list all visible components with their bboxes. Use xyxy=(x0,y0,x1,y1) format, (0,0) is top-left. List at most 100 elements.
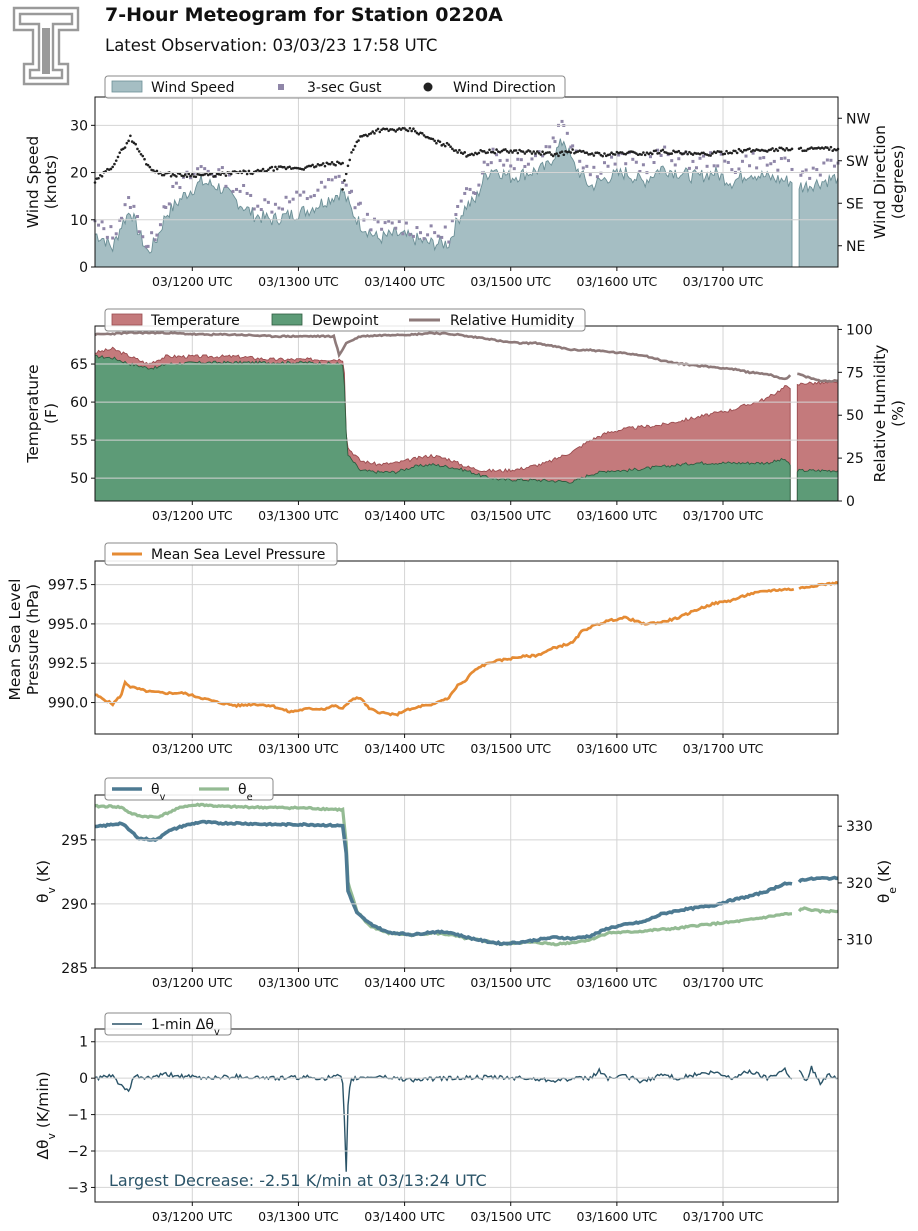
wind-direction-point xyxy=(113,162,116,166)
gust-point xyxy=(252,207,256,211)
gust-point xyxy=(102,227,106,231)
gust-point xyxy=(663,145,667,149)
gust-point xyxy=(519,158,523,162)
wind-direction-point xyxy=(146,163,150,167)
gust-point xyxy=(634,160,638,164)
wind-direction-point xyxy=(97,176,100,180)
x-tick-label: 03/1700 UTC xyxy=(683,508,764,523)
wind-direction-point xyxy=(134,142,137,146)
wind-direction-point xyxy=(645,151,649,154)
wind-direction-point xyxy=(451,147,454,151)
gust-point xyxy=(128,205,132,209)
gust-point xyxy=(132,204,136,208)
gust-point xyxy=(581,166,585,170)
wind-direction-point xyxy=(247,169,251,173)
wind-direction-point xyxy=(435,141,438,145)
wind-direction-point xyxy=(654,149,658,152)
wind-direction-point xyxy=(148,165,152,169)
wind-direction-point xyxy=(442,143,445,146)
gust-point xyxy=(323,185,327,189)
wind-direction-point xyxy=(344,172,348,176)
gust-point xyxy=(357,202,361,206)
gust-point xyxy=(709,151,713,155)
gust-point xyxy=(373,217,377,221)
panel-4: 03/1200 UTC 03/1300 UTC 03/1400 UTC 03/1500… xyxy=(34,777,899,990)
gust-point xyxy=(334,175,338,179)
y2-tick-label: 100 xyxy=(846,322,873,338)
gust-point xyxy=(523,165,527,169)
wind-direction-point xyxy=(346,164,350,168)
panel-3: 03/1200 UTC 03/1300 UTC 03/1400 UTC 03/1500… xyxy=(6,542,839,756)
gust-point xyxy=(808,176,812,180)
wind-direction-point xyxy=(320,163,323,167)
gust-point xyxy=(302,190,306,194)
wind-direction-point xyxy=(509,149,513,152)
wind-direction-point xyxy=(661,148,665,152)
gust-point xyxy=(473,192,477,196)
legend-swatch xyxy=(423,82,433,92)
y-tick-label: −3 xyxy=(67,1180,88,1196)
wind-direction-point xyxy=(714,151,718,155)
y-axis-label: θv (K) xyxy=(34,860,58,903)
wind-direction-point xyxy=(658,151,661,155)
gust-point xyxy=(553,140,557,144)
gust-point xyxy=(97,223,101,227)
wind-direction-point xyxy=(723,152,727,156)
gust-point xyxy=(266,200,270,204)
wind-direction-point xyxy=(129,134,132,138)
wind-direction-point xyxy=(516,151,520,155)
wind-direction-point xyxy=(486,151,490,154)
gust-point xyxy=(702,154,706,158)
wind-direction-point xyxy=(123,146,127,149)
legend-box xyxy=(104,542,338,566)
wind-direction-point xyxy=(114,159,118,162)
theta-e-line xyxy=(797,906,839,915)
gust-point xyxy=(641,163,645,167)
wind-direction-point xyxy=(431,137,435,141)
gust-point xyxy=(638,169,642,173)
page-title: 7-Hour Meteogram for Station 0220A xyxy=(105,4,503,26)
wind-direction-point xyxy=(829,145,833,149)
wind-direction-point xyxy=(399,128,403,131)
gust-point xyxy=(468,187,472,191)
gust-point xyxy=(571,144,575,148)
gust-point xyxy=(740,159,744,163)
gust-point xyxy=(153,238,157,242)
wind-direction-point xyxy=(603,152,606,155)
wind-direction-point xyxy=(116,155,120,159)
x-tick-label: 03/1200 UTC xyxy=(152,508,233,523)
gust-point xyxy=(804,168,808,172)
legend-swatch xyxy=(111,80,143,93)
theta-v-line xyxy=(797,875,838,884)
wind-direction-point xyxy=(523,152,527,155)
legend-label: Relative Humidity xyxy=(450,313,574,329)
wind-direction-point xyxy=(530,152,534,155)
y-tick-label: 992.5 xyxy=(48,656,88,672)
gust-point xyxy=(376,220,380,224)
gust-point xyxy=(192,171,196,175)
wind-direction-point xyxy=(187,172,191,176)
gust-point xyxy=(551,136,555,140)
gust-point xyxy=(776,168,780,172)
wind-direction-point xyxy=(351,148,355,151)
gust-point xyxy=(256,204,260,208)
wind-direction-point xyxy=(504,148,507,151)
x-tick-label: 03/1300 UTC xyxy=(258,274,339,289)
wind-direction-point xyxy=(111,165,114,169)
gust-point xyxy=(348,191,352,195)
gust-point xyxy=(350,189,354,193)
wind-direction-point xyxy=(581,149,585,153)
y2-axis-label: Wind Direction(degrees) xyxy=(871,125,907,239)
wind-direction-point xyxy=(136,147,139,151)
y-tick-label: 55 xyxy=(70,433,88,449)
gust-point xyxy=(337,174,341,178)
wind-direction-point xyxy=(267,168,270,171)
wind-direction-point xyxy=(100,174,104,178)
gust-point xyxy=(472,191,476,195)
plot-border xyxy=(94,560,839,735)
gust-point xyxy=(459,199,463,203)
gust-point xyxy=(585,164,589,168)
gust-point xyxy=(312,194,316,198)
gust-point xyxy=(512,167,516,171)
gust-point xyxy=(456,204,460,208)
